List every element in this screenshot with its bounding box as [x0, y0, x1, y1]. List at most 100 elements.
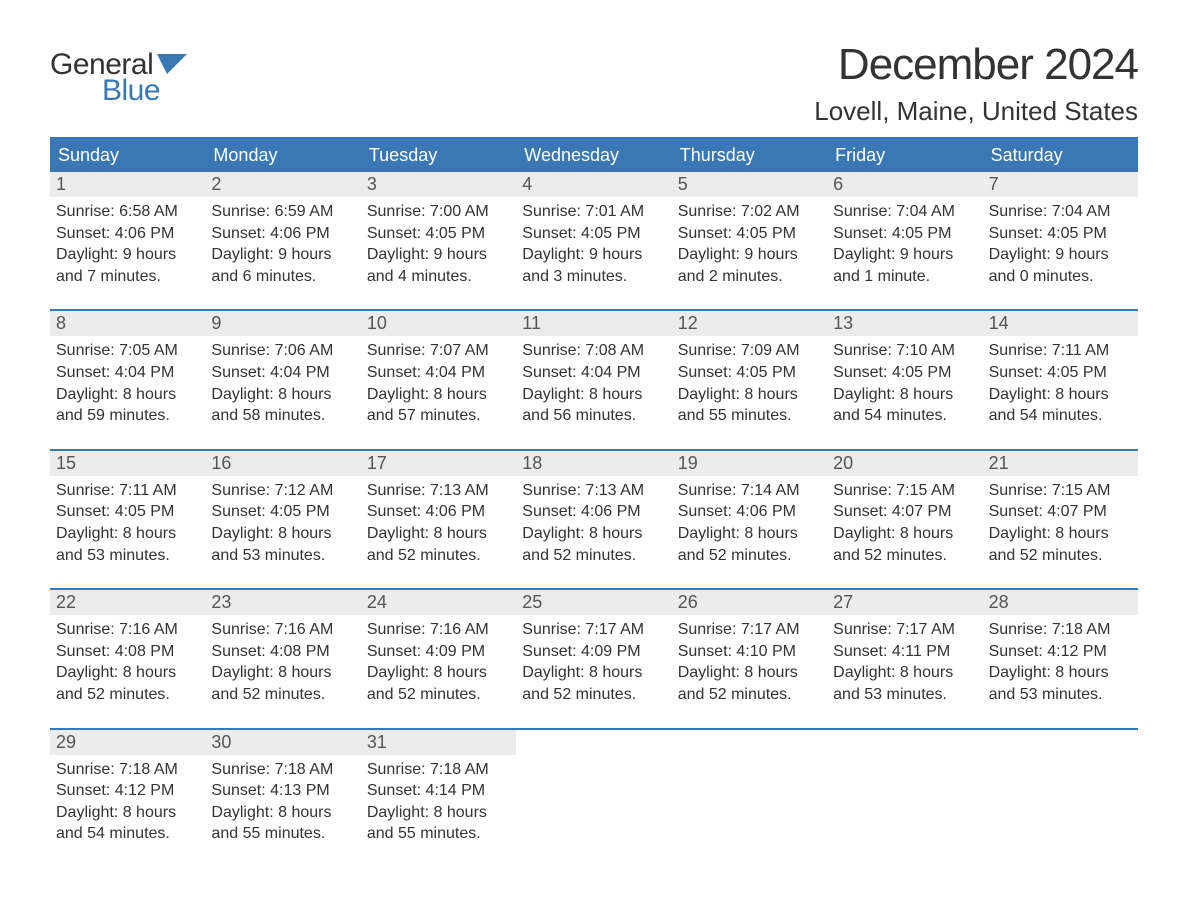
daylight-line-2: and 53 minutes.: [833, 684, 976, 706]
day-number: 2: [205, 172, 360, 197]
daylight-line-1: Daylight: 8 hours: [678, 662, 821, 684]
sunrise-line: Sunrise: 7:14 AM: [678, 480, 821, 502]
day-info: Sunrise: 7:00 AMSunset: 4:05 PMDaylight:…: [361, 197, 516, 291]
sunrise-line: Sunrise: 7:15 AM: [833, 480, 976, 502]
sunrise-line: Sunrise: 7:11 AM: [56, 480, 199, 502]
sunset-line: Sunset: 4:09 PM: [522, 641, 665, 663]
day-info: Sunrise: 7:02 AMSunset: 4:05 PMDaylight:…: [672, 197, 827, 291]
day-number: 27: [827, 590, 982, 615]
month-title: December 2024: [814, 40, 1138, 90]
weeks-container: 1Sunrise: 6:58 AMSunset: 4:06 PMDaylight…: [50, 172, 1138, 849]
sunset-line: Sunset: 4:06 PM: [522, 501, 665, 523]
day-cell: 9Sunrise: 7:06 AMSunset: 4:04 PMDaylight…: [205, 311, 360, 430]
day-info: [516, 755, 671, 763]
daylight-line-1: Daylight: 9 hours: [989, 244, 1132, 266]
day-cell: 23Sunrise: 7:16 AMSunset: 4:08 PMDayligh…: [205, 590, 360, 709]
day-number: [983, 730, 1138, 755]
daylight-line-2: and 2 minutes.: [678, 266, 821, 288]
sunrise-line: Sunrise: 7:06 AM: [211, 340, 354, 362]
day-info: Sunrise: 7:16 AMSunset: 4:08 PMDaylight:…: [205, 615, 360, 709]
day-cell: 22Sunrise: 7:16 AMSunset: 4:08 PMDayligh…: [50, 590, 205, 709]
sunrise-line: Sunrise: 7:13 AM: [522, 480, 665, 502]
daylight-line-2: and 4 minutes.: [367, 266, 510, 288]
daylight-line-1: Daylight: 9 hours: [678, 244, 821, 266]
day-cell: [983, 730, 1138, 849]
daylight-line-1: Daylight: 8 hours: [989, 662, 1132, 684]
sunrise-line: Sunrise: 7:15 AM: [989, 480, 1132, 502]
daylight-line-1: Daylight: 8 hours: [367, 662, 510, 684]
sunset-line: Sunset: 4:05 PM: [678, 362, 821, 384]
daylight-line-1: Daylight: 8 hours: [367, 384, 510, 406]
week-row: 15Sunrise: 7:11 AMSunset: 4:05 PMDayligh…: [50, 449, 1138, 570]
day-info: Sunrise: 7:06 AMSunset: 4:04 PMDaylight:…: [205, 336, 360, 430]
day-cell: [516, 730, 671, 849]
sunrise-line: Sunrise: 7:17 AM: [522, 619, 665, 641]
sunset-line: Sunset: 4:04 PM: [211, 362, 354, 384]
sunset-line: Sunset: 4:05 PM: [367, 223, 510, 245]
day-info: Sunrise: 7:13 AMSunset: 4:06 PMDaylight:…: [361, 476, 516, 570]
daylight-line-1: Daylight: 8 hours: [833, 523, 976, 545]
day-number: 8: [50, 311, 205, 336]
daylight-line-1: Daylight: 8 hours: [56, 384, 199, 406]
day-info: Sunrise: 7:08 AMSunset: 4:04 PMDaylight:…: [516, 336, 671, 430]
daylight-line-1: Daylight: 8 hours: [989, 384, 1132, 406]
day-cell: 26Sunrise: 7:17 AMSunset: 4:10 PMDayligh…: [672, 590, 827, 709]
sunrise-line: Sunrise: 7:04 AM: [989, 201, 1132, 223]
daylight-line-1: Daylight: 8 hours: [833, 662, 976, 684]
sunset-line: Sunset: 4:13 PM: [211, 780, 354, 802]
day-cell: 8Sunrise: 7:05 AMSunset: 4:04 PMDaylight…: [50, 311, 205, 430]
calendar: SundayMondayTuesdayWednesdayThursdayFrid…: [50, 137, 1138, 849]
sunset-line: Sunset: 4:09 PM: [367, 641, 510, 663]
daylight-line-1: Daylight: 8 hours: [56, 523, 199, 545]
day-info: Sunrise: 7:16 AMSunset: 4:08 PMDaylight:…: [50, 615, 205, 709]
location: Lovell, Maine, United States: [814, 96, 1138, 127]
day-number: 17: [361, 451, 516, 476]
daylight-line-2: and 58 minutes.: [211, 405, 354, 427]
sunset-line: Sunset: 4:05 PM: [522, 223, 665, 245]
weekday-header: Monday: [205, 139, 360, 172]
day-number: 18: [516, 451, 671, 476]
sunrise-line: Sunrise: 7:01 AM: [522, 201, 665, 223]
week-row: 22Sunrise: 7:16 AMSunset: 4:08 PMDayligh…: [50, 588, 1138, 709]
weekday-header: Sunday: [50, 139, 205, 172]
day-cell: 31Sunrise: 7:18 AMSunset: 4:14 PMDayligh…: [361, 730, 516, 849]
day-cell: 6Sunrise: 7:04 AMSunset: 4:05 PMDaylight…: [827, 172, 982, 291]
daylight-line-2: and 59 minutes.: [56, 405, 199, 427]
daylight-line-2: and 52 minutes.: [367, 545, 510, 567]
day-cell: 24Sunrise: 7:16 AMSunset: 4:09 PMDayligh…: [361, 590, 516, 709]
day-number: 5: [672, 172, 827, 197]
daylight-line-2: and 53 minutes.: [211, 545, 354, 567]
daylight-line-2: and 6 minutes.: [211, 266, 354, 288]
day-cell: 1Sunrise: 6:58 AMSunset: 4:06 PMDaylight…: [50, 172, 205, 291]
sunset-line: Sunset: 4:06 PM: [56, 223, 199, 245]
daylight-line-1: Daylight: 9 hours: [833, 244, 976, 266]
sunset-line: Sunset: 4:07 PM: [833, 501, 976, 523]
sunrise-line: Sunrise: 7:17 AM: [678, 619, 821, 641]
day-cell: [827, 730, 982, 849]
day-cell: 17Sunrise: 7:13 AMSunset: 4:06 PMDayligh…: [361, 451, 516, 570]
sunset-line: Sunset: 4:07 PM: [989, 501, 1132, 523]
day-info: Sunrise: 7:16 AMSunset: 4:09 PMDaylight:…: [361, 615, 516, 709]
weekday-header-row: SundayMondayTuesdayWednesdayThursdayFrid…: [50, 139, 1138, 172]
sunset-line: Sunset: 4:04 PM: [56, 362, 199, 384]
sunset-line: Sunset: 4:04 PM: [367, 362, 510, 384]
title-block: December 2024 Lovell, Maine, United Stat…: [814, 40, 1138, 127]
sunset-line: Sunset: 4:04 PM: [522, 362, 665, 384]
day-number: 20: [827, 451, 982, 476]
daylight-line-2: and 56 minutes.: [522, 405, 665, 427]
daylight-line-1: Daylight: 9 hours: [367, 244, 510, 266]
sunrise-line: Sunrise: 7:18 AM: [367, 759, 510, 781]
weekday-header: Saturday: [983, 139, 1138, 172]
day-info: Sunrise: 7:11 AMSunset: 4:05 PMDaylight:…: [983, 336, 1138, 430]
day-number: 28: [983, 590, 1138, 615]
day-number: 1: [50, 172, 205, 197]
day-info: Sunrise: 7:17 AMSunset: 4:10 PMDaylight:…: [672, 615, 827, 709]
day-info: Sunrise: 6:58 AMSunset: 4:06 PMDaylight:…: [50, 197, 205, 291]
week-row: 8Sunrise: 7:05 AMSunset: 4:04 PMDaylight…: [50, 309, 1138, 430]
daylight-line-2: and 54 minutes.: [833, 405, 976, 427]
day-cell: 10Sunrise: 7:07 AMSunset: 4:04 PMDayligh…: [361, 311, 516, 430]
day-info: Sunrise: 7:01 AMSunset: 4:05 PMDaylight:…: [516, 197, 671, 291]
day-info: Sunrise: 7:12 AMSunset: 4:05 PMDaylight:…: [205, 476, 360, 570]
daylight-line-2: and 52 minutes.: [367, 684, 510, 706]
daylight-line-2: and 53 minutes.: [56, 545, 199, 567]
